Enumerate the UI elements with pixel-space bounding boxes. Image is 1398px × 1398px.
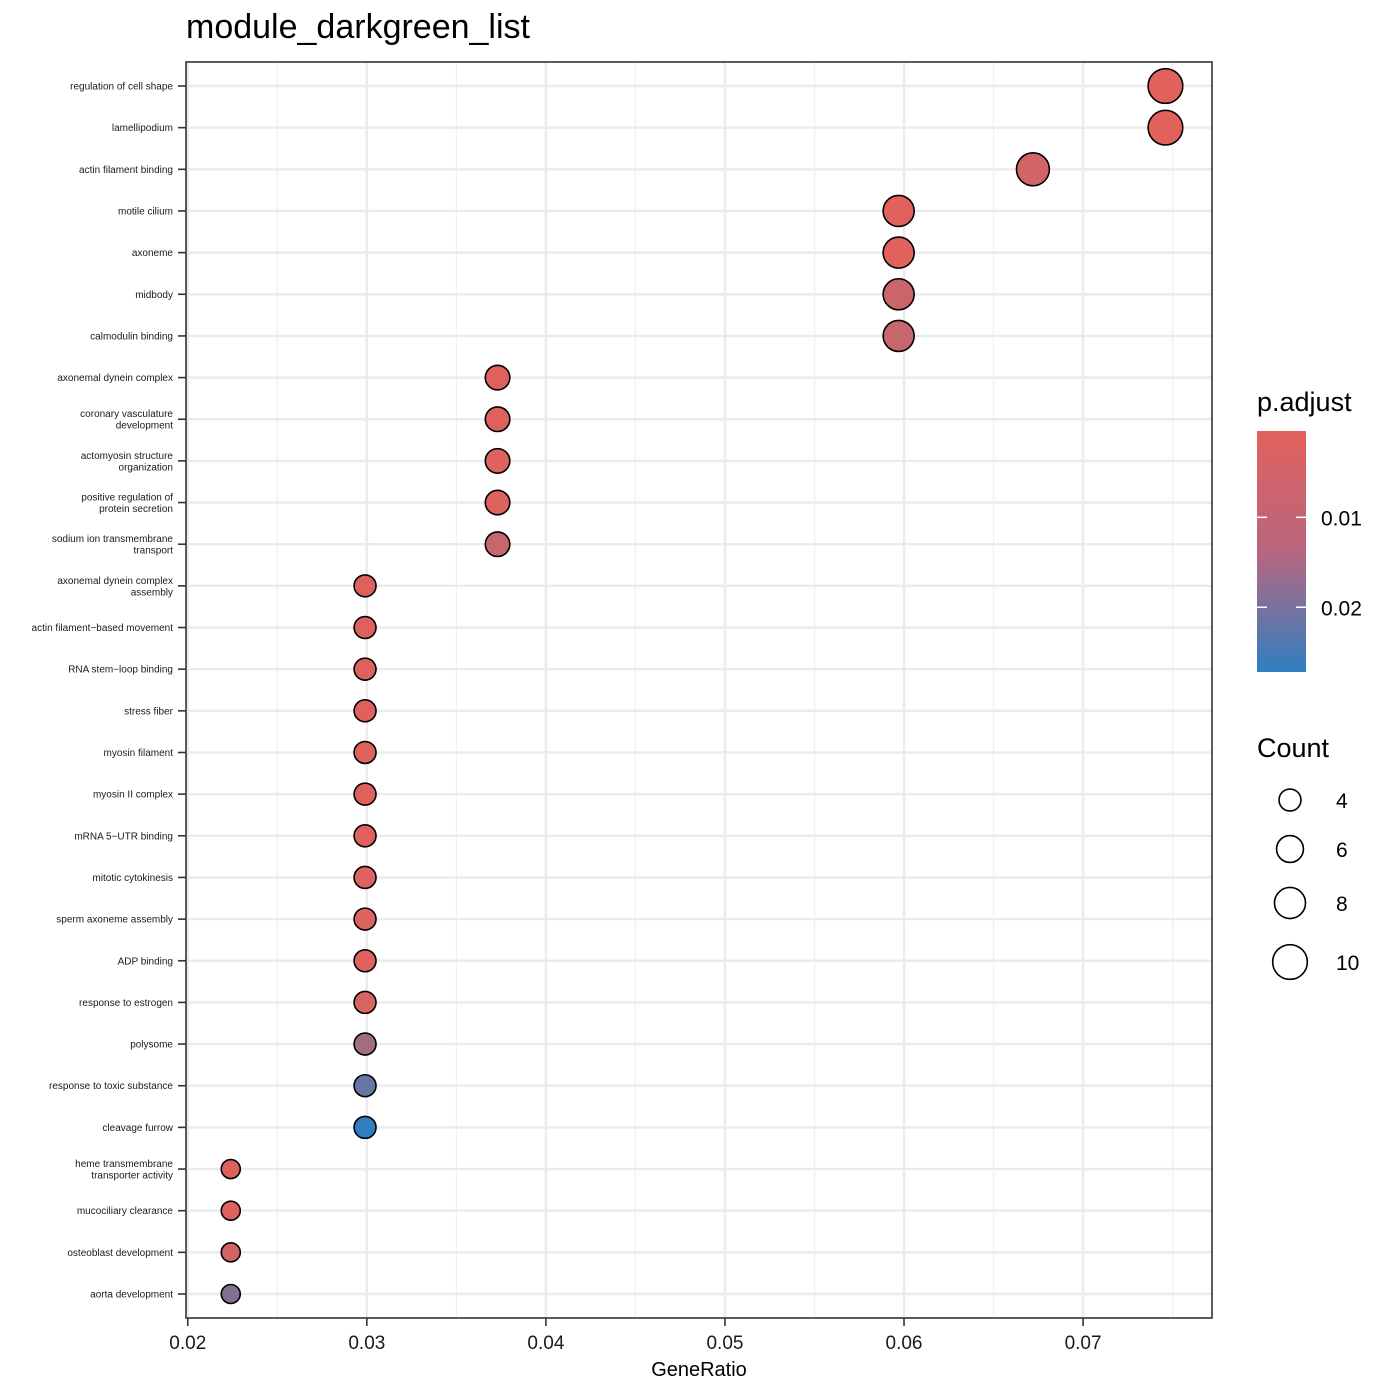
data-point — [353, 1115, 377, 1140]
data-point — [353, 615, 377, 640]
color-legend-label: 0.02 — [1321, 597, 1362, 620]
size-legend-key — [1273, 886, 1307, 920]
x-tick-label: 0.07 — [1065, 1333, 1102, 1354]
y-tick-label: actomyosin structure organization — [81, 451, 174, 474]
data-point — [353, 574, 377, 598]
data-point — [353, 824, 377, 848]
y-tick-label: stress fiber — [124, 706, 174, 717]
y-tick-label: positive regulation of protein secretion — [81, 493, 173, 515]
size-legend-key — [1275, 834, 1305, 864]
x-tick-label: 0.04 — [527, 1333, 564, 1354]
size-legend: Count 4 6 8 10 — [1257, 733, 1359, 981]
color-legend-ticks: 0.01 0.02 — [1257, 507, 1362, 620]
data-point — [353, 782, 377, 806]
data-point — [353, 1032, 377, 1056]
data-point — [353, 907, 377, 931]
y-tick-label: motile cilium — [118, 206, 173, 217]
x-tick-label: 0.06 — [886, 1333, 923, 1354]
y-tick-label: calmodulin binding — [90, 331, 173, 342]
data-point — [353, 1073, 377, 1098]
size-legend-key — [1271, 943, 1309, 981]
y-tick-label: myosin II complex — [93, 790, 173, 801]
color-legend-bar — [1257, 431, 1306, 672]
data-point — [353, 699, 377, 723]
y-tick-label: RNA stem−loop binding — [68, 665, 173, 676]
plot-border — [185, 61, 1213, 1319]
data-point — [882, 277, 915, 311]
data-point — [882, 319, 915, 353]
chart-title: module_darkgreen_list — [186, 8, 531, 46]
data-point — [353, 657, 377, 681]
y-tick-label: midbody — [135, 290, 173, 301]
x-axis-title: GeneRatio — [651, 1359, 747, 1381]
data-point — [882, 236, 915, 269]
data-point — [220, 1158, 242, 1180]
data-point — [1147, 67, 1184, 105]
data-point — [484, 489, 511, 516]
data-point — [220, 1200, 242, 1221]
y-tick-label: coronary vasculature development — [80, 409, 173, 432]
x-tick-label: 0.02 — [169, 1333, 206, 1354]
data-point — [484, 531, 511, 558]
y-tick-label: myosin filament — [104, 748, 174, 759]
y-tick-label: ADP binding — [118, 956, 173, 967]
y-tick-label: mitotic cytokinesis — [92, 873, 173, 884]
data-points — [220, 67, 1184, 1305]
data-point — [882, 194, 915, 228]
x-tick-label: 0.03 — [348, 1333, 385, 1354]
data-point — [353, 865, 377, 890]
grid-lines — [186, 62, 1212, 1318]
y-tick-label: osteoblast development — [67, 1248, 173, 1259]
y-tick-label: aorta development — [90, 1290, 173, 1301]
y-tick-label: sodium ion transmembrane transport — [52, 534, 174, 557]
data-point — [1147, 109, 1184, 146]
data-point — [484, 447, 511, 474]
y-axis: regulation of cell shape lamellipodium act… — [32, 82, 186, 1301]
y-tick-label: axonemal dynein complex assembly — [57, 576, 173, 599]
y-tick-label: sperm axoneme assembly — [56, 915, 173, 926]
data-point — [220, 1242, 242, 1263]
y-tick-label: cleavage furrow — [102, 1123, 173, 1134]
y-tick-label: response to toxic substance — [49, 1081, 173, 1092]
data-point — [353, 740, 377, 765]
y-tick-label: actin filament−based movement — [32, 623, 174, 634]
color-legend-title: p.adjust — [1257, 387, 1352, 417]
y-tick-label: mRNA 5−UTR binding — [74, 831, 173, 842]
plot-panel — [186, 62, 1212, 1318]
y-tick-label: axonemal dynein complex — [57, 373, 173, 384]
y-tick-label: polysome — [130, 1040, 173, 1051]
y-tick-label: actin filament binding — [79, 165, 173, 176]
size-legend-key — [1278, 788, 1302, 812]
y-tick-label: lamellipodium — [112, 123, 173, 134]
size-legend-label: 4 — [1336, 790, 1348, 813]
x-axis: 0.02 0.03 0.04 0.05 0.06 0.07 — [169, 1318, 1102, 1354]
y-tick-label: regulation of cell shape — [70, 82, 173, 93]
data-point — [220, 1283, 242, 1305]
y-tick-label: heme transmembrane transporter activity — [75, 1159, 173, 1182]
size-legend-label: 6 — [1336, 839, 1348, 862]
data-point — [484, 406, 511, 433]
data-point — [1015, 152, 1051, 187]
size-legend-items: 4 6 8 10 — [1271, 788, 1359, 981]
data-point — [353, 990, 377, 1015]
y-tick-label: response to estrogen — [79, 998, 173, 1009]
color-legend: p.adjust 0.01 0.02 — [1257, 387, 1362, 672]
y-tick-label: axoneme — [132, 248, 174, 259]
data-point — [353, 948, 377, 973]
size-legend-title: Count — [1257, 733, 1330, 763]
size-legend-label: 10 — [1336, 952, 1359, 975]
x-tick-label: 0.05 — [706, 1333, 743, 1354]
size-legend-label: 8 — [1336, 893, 1348, 916]
data-point — [484, 364, 511, 391]
y-tick-label: mucociliary clearance — [77, 1206, 174, 1217]
color-legend-label: 0.01 — [1321, 507, 1362, 530]
